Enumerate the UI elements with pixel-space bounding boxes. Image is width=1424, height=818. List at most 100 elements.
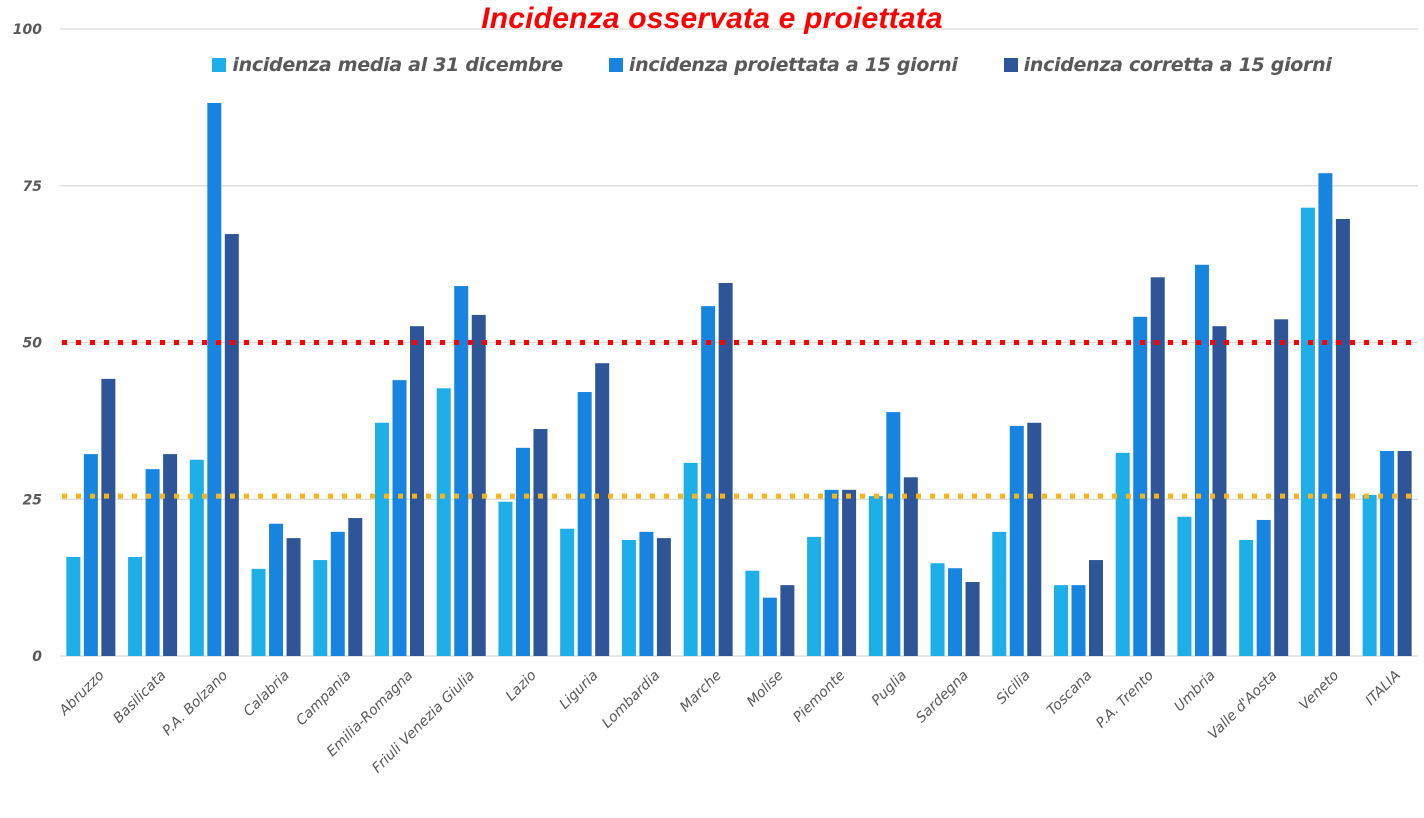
legend-item-corretta: incidenza corretta a 15 giorni [1003, 54, 1332, 76]
bar [1009, 425, 1024, 656]
bar [903, 477, 918, 656]
x-tick-label: Abruzzo [56, 668, 108, 720]
bar [718, 282, 733, 656]
bar-group [498, 429, 548, 656]
bar [1177, 516, 1192, 656]
legend-label-media: incidenza media al 31 dicembre [232, 54, 563, 76]
legend-label-proiettata: incidenza proiettata a 15 giorni [628, 54, 958, 76]
bar [66, 556, 81, 656]
bar [454, 286, 469, 656]
bar [992, 531, 1007, 656]
bar [207, 102, 222, 656]
chart-title: Incidenza osservata e proiettata [481, 2, 943, 35]
legend-item-proiettata: incidenza proiettata a 15 giorni [608, 54, 958, 76]
bar [639, 531, 654, 656]
legend-swatch-media [212, 58, 227, 72]
bar-group [375, 326, 424, 656]
bar-group [560, 363, 610, 656]
bar [498, 501, 513, 656]
x-tick-label: Sicilia [993, 668, 1033, 708]
bar-group [66, 378, 116, 656]
bar [1239, 540, 1254, 656]
bar [1027, 422, 1042, 656]
x-tick-label: Calabria [241, 668, 293, 720]
x-tick-label: Campania [293, 668, 354, 729]
bar-group [683, 282, 733, 656]
bar [824, 489, 839, 656]
bar-group [189, 102, 239, 657]
bar [577, 392, 592, 656]
x-tick-label: Molise [744, 668, 787, 711]
bar-group [621, 531, 671, 656]
bar [886, 412, 901, 656]
bar [842, 489, 857, 656]
bars [66, 102, 1412, 657]
bar [189, 459, 204, 656]
bar [286, 538, 301, 656]
bar-group [1239, 319, 1289, 656]
bar [683, 462, 698, 656]
x-tick-label: Veneto [1296, 668, 1342, 714]
bar-group [1300, 173, 1350, 656]
bar [330, 531, 345, 656]
x-tick-label: Sardegna [913, 668, 972, 727]
bar [251, 568, 266, 656]
bar [560, 528, 575, 656]
y-tick-label: 100 [13, 22, 42, 38]
bar-group [251, 523, 301, 656]
bar [1318, 173, 1333, 656]
legend-swatch-corretta [1003, 58, 1018, 72]
bar [868, 496, 883, 656]
bar [533, 429, 548, 656]
bar [128, 556, 143, 656]
bar [515, 447, 530, 656]
y-tick-label: 75 [23, 179, 43, 195]
bar [101, 378, 116, 656]
bar [621, 540, 636, 656]
bar [1300, 207, 1315, 656]
y-tick-label: 0 [32, 649, 42, 665]
bar [1274, 319, 1289, 656]
bar-group [992, 422, 1042, 656]
bar [313, 560, 328, 656]
bar-group [930, 563, 980, 656]
x-tick-label: Piemonte [790, 668, 848, 726]
bar-group [1362, 450, 1412, 656]
bar [410, 326, 424, 656]
x-tick-label: P.A. Bolzano [160, 668, 232, 740]
legend-swatch-proiettata [608, 58, 623, 72]
reference-lines [62, 340, 1416, 499]
bar [701, 306, 716, 656]
bar [656, 538, 671, 656]
x-tick-label: ITALIA [1363, 668, 1404, 709]
bar [948, 568, 963, 656]
bar [1054, 585, 1068, 656]
bar [224, 234, 239, 657]
bar [436, 388, 451, 656]
bar [807, 536, 822, 656]
bar [1133, 316, 1148, 656]
bar [1335, 218, 1350, 656]
legend: incidenza media al 31 dicembre incidenza… [0, 54, 1424, 76]
bar [375, 422, 389, 656]
x-tick-label: Liguria [556, 668, 601, 713]
bar-group [1115, 277, 1165, 656]
bar [1256, 519, 1271, 656]
bar [471, 314, 486, 656]
bar [348, 518, 363, 656]
bar-group [807, 489, 857, 656]
y-tick-label: 25 [23, 492, 43, 508]
x-tick-label: Umbria [1171, 668, 1218, 715]
bar [1150, 277, 1165, 656]
bar-group [128, 454, 178, 656]
bar [1362, 494, 1377, 656]
bar [1071, 585, 1086, 656]
bar [1397, 450, 1412, 656]
x-tick-label: Lombardia [599, 668, 663, 732]
y-axis: 0 25 50 75 100 [13, 22, 42, 665]
bar-group [436, 286, 486, 656]
x-tick-label: Lazio [503, 668, 540, 705]
bar [595, 363, 610, 656]
bar [930, 563, 945, 656]
